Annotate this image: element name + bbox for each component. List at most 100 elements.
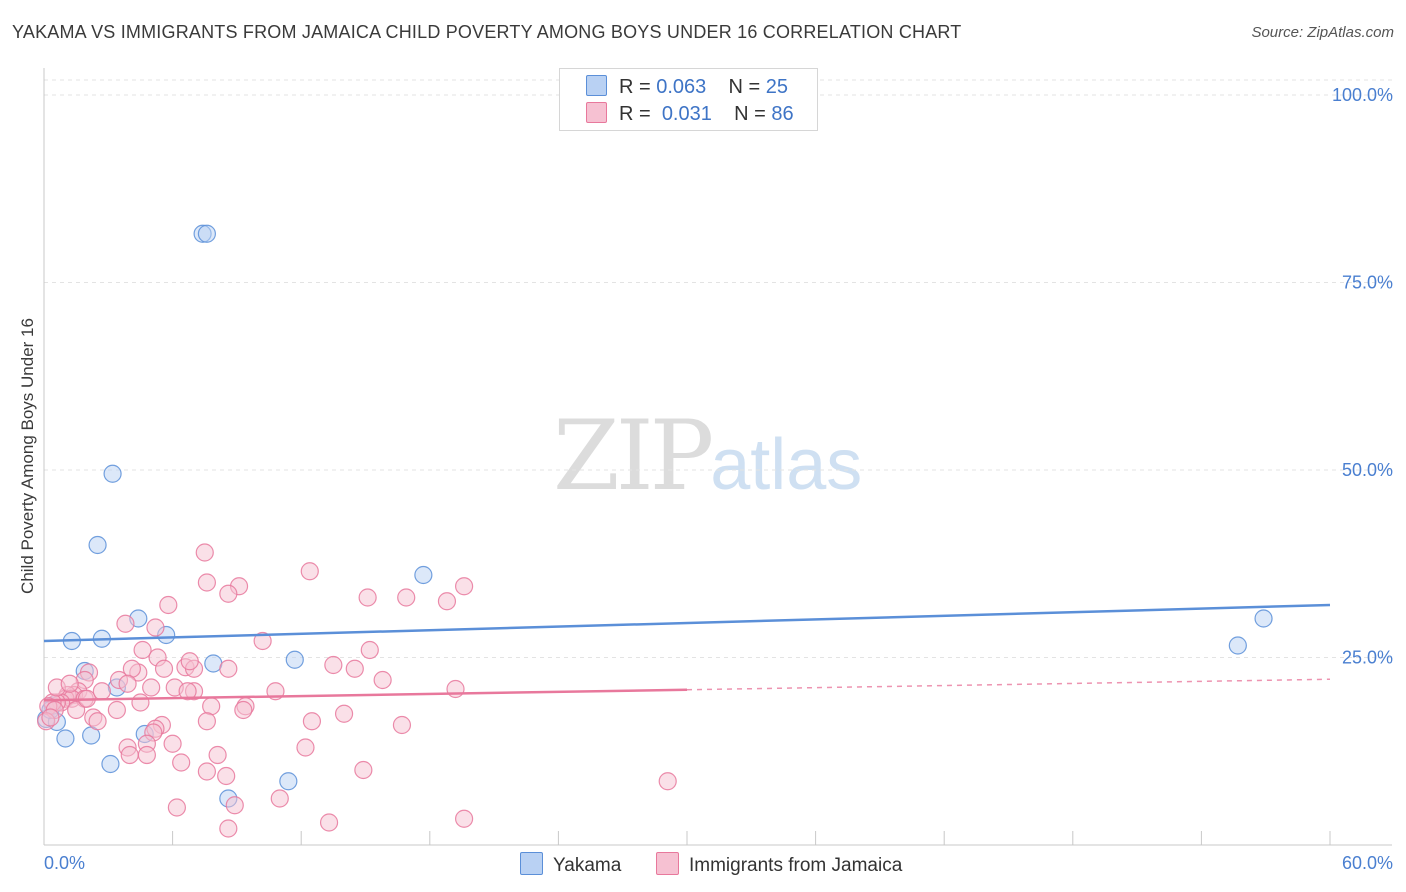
- point-jamaica: [397, 588, 416, 607]
- point-jamaica: [319, 813, 339, 832]
- point-jamaica: [146, 618, 165, 637]
- point-jamaica: [358, 588, 377, 607]
- point-jamaica: [137, 745, 156, 765]
- point-jamaica: [41, 708, 60, 727]
- point-jamaica: [202, 697, 221, 716]
- point-yakama: [101, 754, 120, 774]
- y-tick-label: 50.0%: [1342, 460, 1393, 480]
- trend-line-jamaica-extension: [686, 678, 1331, 691]
- point-jamaica: [225, 796, 244, 815]
- point-jamaica: [270, 789, 289, 808]
- point-jamaica: [118, 674, 137, 693]
- point-jamaica: [392, 715, 412, 735]
- point-jamaica: [60, 674, 79, 693]
- legend-swatch-yakama: [586, 75, 607, 96]
- point-jamaica: [159, 595, 178, 615]
- legend-r-label: R =: [619, 76, 651, 98]
- data-points: [37, 224, 1273, 838]
- point-jamaica: [120, 745, 139, 765]
- legend-row-yakama: R = 0.063 N = 25: [586, 75, 788, 99]
- point-jamaica: [172, 753, 191, 772]
- point-jamaica: [142, 678, 161, 697]
- point-jamaica: [219, 584, 238, 603]
- point-jamaica: [454, 577, 474, 596]
- point-jamaica: [116, 614, 135, 633]
- y-tick-label: 100.0%: [1332, 85, 1393, 105]
- point-jamaica: [334, 704, 354, 723]
- point-jamaica: [296, 738, 315, 757]
- point-yakama: [279, 772, 298, 791]
- point-yakama: [1254, 609, 1273, 628]
- point-jamaica: [131, 693, 150, 712]
- watermark: ZIPatlas: [553, 400, 862, 512]
- point-jamaica: [658, 772, 677, 791]
- x-tick-label-start: 0.0%: [44, 853, 85, 873]
- point-jamaica: [178, 682, 197, 701]
- point-jamaica: [197, 712, 216, 731]
- point-jamaica: [234, 700, 253, 720]
- legend-r-label: R =: [619, 103, 651, 125]
- trend-lines: [43, 603, 1331, 702]
- point-yakama: [197, 224, 216, 243]
- point-jamaica: [324, 655, 343, 675]
- point-jamaica: [345, 659, 364, 678]
- stats-legend: R = 0.063 N = 25 R = 0.031 N = 86: [559, 68, 818, 131]
- axes: [43, 68, 1392, 846]
- point-jamaica: [167, 798, 186, 817]
- point-jamaica: [437, 592, 457, 611]
- legend-r-value-jamaica: 0.031: [661, 103, 712, 125]
- x-tick-label-end: 60.0%: [1342, 853, 1393, 873]
- legend-n-label: N =: [728, 76, 761, 98]
- legend-n-value-jamaica: 86: [771, 103, 794, 125]
- chart-title: YAKAMA VS IMMIGRANTS FROM JAMAICA CHILD …: [12, 22, 962, 42]
- point-jamaica: [300, 562, 319, 581]
- legend-n-label: N =: [734, 103, 766, 125]
- point-jamaica: [446, 679, 465, 699]
- legend-label-jamaica: Immigrants from Jamaica: [689, 855, 903, 876]
- legend-swatch-jamaica: [656, 852, 679, 875]
- y-tick-label: 75.0%: [1342, 273, 1393, 293]
- point-jamaica: [67, 700, 86, 720]
- point-yakama: [56, 729, 75, 748]
- trend-line-yakama: [43, 603, 1331, 643]
- point-jamaica: [208, 745, 227, 765]
- point-jamaica: [454, 809, 474, 828]
- point-jamaica: [107, 700, 126, 720]
- point-jamaica: [92, 682, 111, 701]
- point-jamaica: [197, 762, 216, 781]
- point-jamaica: [217, 766, 236, 786]
- point-jamaica: [253, 631, 272, 651]
- point-jamaica: [180, 652, 199, 671]
- watermark-atlas: atlas: [710, 425, 863, 505]
- legend-swatch-jamaica: [586, 102, 607, 123]
- point-yakama: [88, 535, 107, 555]
- legend-item-jamaica[interactable]: Immigrants from Jamaica: [656, 852, 902, 877]
- point-yakama: [1228, 636, 1247, 655]
- legend-item-yakama[interactable]: Yakama: [520, 852, 621, 877]
- point-jamaica: [195, 543, 214, 562]
- point-jamaica: [302, 712, 322, 731]
- point-jamaica: [154, 659, 174, 678]
- point-jamaica: [219, 659, 238, 678]
- point-jamaica: [133, 640, 152, 660]
- point-jamaica: [373, 670, 392, 690]
- legend-r-value-yakama: 0.063: [656, 76, 707, 98]
- point-jamaica: [354, 760, 373, 780]
- chart-source: Source: ZipAtlas.com: [1251, 24, 1394, 41]
- trend-line-jamaica: [43, 688, 688, 702]
- tick-labels: 25.0% 50.0% 75.0% 100.0% 0.0% 60.0%: [44, 85, 1393, 873]
- legend-label-yakama: Yakama: [553, 855, 622, 876]
- point-jamaica: [88, 712, 107, 731]
- legend-n-value-yakama: 25: [765, 76, 789, 98]
- point-jamaica: [197, 573, 216, 592]
- legend-swatch-yakama: [520, 852, 543, 875]
- point-jamaica: [219, 819, 238, 838]
- point-jamaica: [163, 734, 182, 753]
- point-yakama: [285, 650, 304, 669]
- point-yakama: [414, 565, 433, 585]
- point-jamaica: [360, 640, 379, 660]
- watermark-zip: ZIP: [553, 400, 714, 512]
- series-legend: Yakama Immigrants from Jamaica: [0, 852, 1406, 876]
- point-yakama: [103, 464, 122, 483]
